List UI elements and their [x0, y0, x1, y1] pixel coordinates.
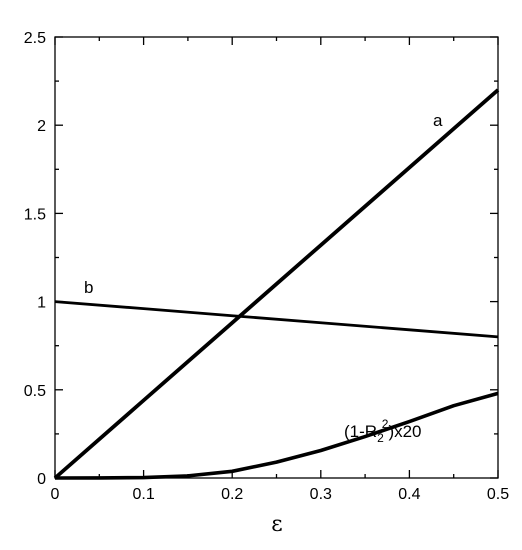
series-label-c-suffix: )x20	[388, 422, 421, 441]
y-tick-label: 0.5	[24, 383, 46, 400]
series-lines	[53, 88, 500, 480]
series-line-b	[54, 300, 499, 339]
x-tick-label: 0.5	[487, 486, 509, 503]
series-label-c-sup: 2	[382, 417, 389, 431]
y-tick-label: 2.5	[24, 30, 46, 47]
x-tick-label: 0.2	[221, 486, 243, 503]
x-axis-label: ε	[271, 512, 282, 537]
series-label-c: (1-R22)x20	[344, 417, 422, 445]
series-label-b: b	[84, 278, 93, 297]
series-line-a	[53, 88, 500, 480]
series-label-c-prefix: (1-R	[344, 422, 377, 441]
y-tick-label: 2	[37, 118, 46, 135]
y-tick-label: 0	[37, 471, 46, 488]
x-tick-label: 0.3	[310, 486, 332, 503]
series-label-c-sub: 2	[377, 431, 384, 445]
y-tick-label: 1.5	[24, 206, 46, 223]
axis-tick-labels: 0 0.1 0.2 0.3 0.4 0.5 0 0.5 1 1.5 2 2.5	[24, 30, 509, 503]
x-tick-label: 0.4	[398, 486, 420, 503]
x-tick-label: 0	[51, 486, 60, 503]
series-line-label-c	[54, 391, 499, 480]
x-tick-label: 0.1	[132, 486, 154, 503]
plot-frame	[54, 36, 499, 479]
y-tick-label: 1	[37, 295, 46, 312]
series-label-a: a	[433, 111, 443, 130]
